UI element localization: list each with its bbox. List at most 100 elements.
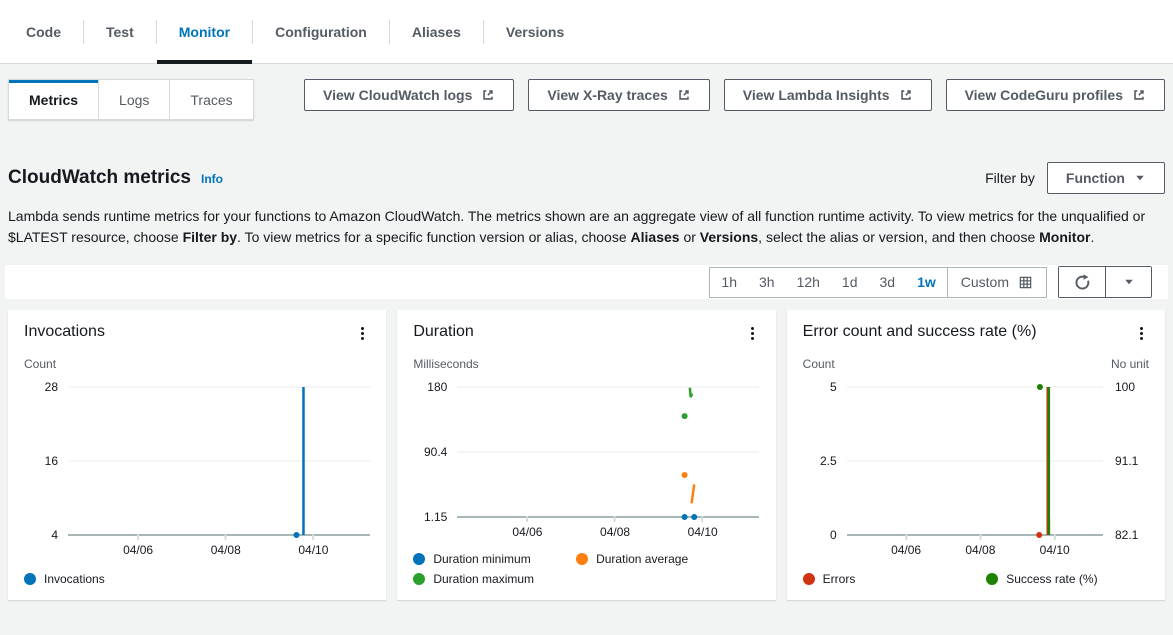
time-range-1w[interactable]: 1w xyxy=(917,274,936,290)
time-range-3d[interactable]: 3d xyxy=(879,274,896,290)
x-tick-labels: 04/06 04/08 04/10 xyxy=(512,525,718,539)
legend-color-dot xyxy=(413,553,426,565)
title-wrap: CloudWatch metrics Info xyxy=(8,167,223,189)
subtab-metrics[interactable]: Metrics xyxy=(9,80,99,119)
time-range-bar: 1h 3h 12h 1d 3d 1w Custom xyxy=(5,265,1168,299)
function-filter-dropdown[interactable]: Function xyxy=(1046,162,1165,194)
time-range-1h[interactable]: 1h xyxy=(721,274,737,290)
legend-item[interactable]: Duration average xyxy=(576,552,760,566)
x-tick-labels: 04/06 04/08 04/10 xyxy=(891,543,1070,557)
subtab-logs[interactable]: Logs xyxy=(98,80,170,119)
filter-wrap: Filter by Function xyxy=(985,162,1165,194)
y-axis-unit-label: Milliseconds xyxy=(413,357,479,371)
caret-down-icon xyxy=(1134,172,1146,184)
refresh-icon xyxy=(1074,273,1091,291)
y-axis-unit-label: Count xyxy=(802,357,835,371)
tab-versions[interactable]: Versions xyxy=(505,23,565,40)
function-tab-bar: Code Test Monitor Configuration Aliases … xyxy=(0,0,1173,64)
refresh-options-button[interactable] xyxy=(1105,267,1151,297)
legend-item[interactable]: Duration maximum xyxy=(413,572,576,586)
tab-configuration[interactable]: Configuration xyxy=(275,23,367,40)
tab-divider xyxy=(155,19,157,44)
tab-nav: Code Test Monitor Configuration Aliases … xyxy=(4,0,586,64)
tab-divider xyxy=(83,19,84,44)
view-codeguru-profiles-button[interactable]: View CodeGuru profiles xyxy=(945,79,1165,111)
page-title: CloudWatch metrics xyxy=(8,167,191,188)
legend-color-dot xyxy=(576,553,589,565)
tab-divider xyxy=(482,19,484,44)
chart-card-invocations: Invocations Count 28 16 4 04/06 04/08 04/10 … xyxy=(8,310,387,600)
filter-value: Function xyxy=(1065,170,1125,186)
plot-area xyxy=(457,386,760,522)
monitor-subtabs: Metrics Logs Traces xyxy=(8,79,254,120)
legend-item[interactable]: Duration minimum xyxy=(413,552,576,566)
external-link-icon xyxy=(677,88,691,102)
legend-color-dot xyxy=(413,573,426,585)
monitor-toolbar: Metrics Logs Traces View CloudWatch logs… xyxy=(8,79,1165,120)
time-range-12h[interactable]: 12h xyxy=(796,274,820,290)
time-range-1d[interactable]: 1d xyxy=(841,274,858,290)
button-label: View Lambda Insights xyxy=(742,87,890,103)
x-tick-labels: 04/06 04/08 04/10 xyxy=(123,543,329,557)
plot-area xyxy=(846,384,1103,540)
chart-legend: Errors Success rate (%) xyxy=(802,572,1149,586)
custom-range-button[interactable]: Custom xyxy=(946,267,1046,297)
legend-color-dot xyxy=(24,573,36,585)
view-cloudwatch-logs-button[interactable]: View CloudWatch logs xyxy=(304,79,515,111)
chart-menu-button[interactable] xyxy=(355,323,370,344)
legend-label: Duration minimum xyxy=(433,552,531,566)
y-axis-unit-label-right: No unit xyxy=(1110,357,1149,371)
legend-label: Success rate (%) xyxy=(1006,572,1098,586)
y-tick-labels: 180 90.4 1.15 xyxy=(423,380,448,524)
chart-card-error-success-rate: Error count and success rate (%) Count N… xyxy=(786,310,1165,600)
kebab-icon xyxy=(1139,327,1143,340)
tab-divider xyxy=(252,19,254,44)
chart-legend: Invocations xyxy=(24,572,370,586)
view-xray-traces-button[interactable]: View X-Ray traces xyxy=(528,79,710,111)
tab-test[interactable]: Test xyxy=(106,23,134,40)
view-lambda-insights-button[interactable]: View Lambda Insights xyxy=(723,79,932,111)
chart-menu-button[interactable] xyxy=(1134,323,1149,344)
button-label: View CodeGuru profiles xyxy=(964,87,1123,103)
plot-area xyxy=(68,386,370,540)
time-range-group: 1h 3h 12h 1d 3d 1w Custom xyxy=(709,266,1047,298)
y-tick-labels: 5 2.5 0 xyxy=(819,380,837,542)
legend-item[interactable]: Success rate (%) xyxy=(986,572,1149,586)
tab-aliases[interactable]: Aliases xyxy=(411,23,461,40)
filter-by-label: Filter by xyxy=(985,170,1035,186)
chart-menu-button[interactable] xyxy=(745,323,760,344)
kebab-icon xyxy=(750,327,754,340)
custom-label: Custom xyxy=(960,274,1009,290)
legend-label: Duration maximum xyxy=(433,572,535,586)
legend-item[interactable]: Errors xyxy=(802,572,987,586)
legend-color-dot xyxy=(986,573,999,585)
external-link-icon xyxy=(481,88,495,102)
y-axis-unit-label: Count xyxy=(24,357,57,371)
description: Lambda sends runtime metrics for your fu… xyxy=(8,208,1146,245)
calendar-icon xyxy=(1018,275,1033,290)
legend-label: Duration average xyxy=(596,552,689,566)
button-label: View X-Ray traces xyxy=(547,87,668,103)
refresh-button-group xyxy=(1058,266,1152,298)
info-link[interactable]: Info xyxy=(201,172,223,186)
legend-label: Errors xyxy=(822,572,856,586)
external-link-icon xyxy=(1132,88,1146,102)
subtab-traces[interactable]: Traces xyxy=(169,80,253,119)
legend-label: Invocations xyxy=(44,572,105,586)
refresh-button[interactable] xyxy=(1059,267,1105,297)
external-link-icon xyxy=(899,88,913,102)
external-links-row: View CloudWatch logs View X-Ray traces V… xyxy=(304,79,1165,111)
caret-down-icon xyxy=(1123,276,1135,288)
tab-divider xyxy=(388,19,390,44)
metrics-header: CloudWatch metrics Info Filter by Functi… xyxy=(8,162,1165,194)
legend-color-dot xyxy=(802,573,815,585)
y-tick-labels-right: 100 91.1 82.1 xyxy=(1114,380,1139,542)
time-range-3h[interactable]: 3h xyxy=(758,274,775,290)
chart-card-duration: Duration Milliseconds 180 90.4 1.15 04/06 0… xyxy=(397,310,776,600)
tab-monitor[interactable]: Monitor xyxy=(156,0,253,64)
legend-item[interactable]: Invocations xyxy=(24,572,370,586)
chart-title: Duration xyxy=(413,323,474,340)
chart-title: Error count and success rate (%) xyxy=(802,323,1037,340)
tab-code[interactable]: Code xyxy=(26,23,61,40)
button-label: View CloudWatch logs xyxy=(323,87,473,103)
